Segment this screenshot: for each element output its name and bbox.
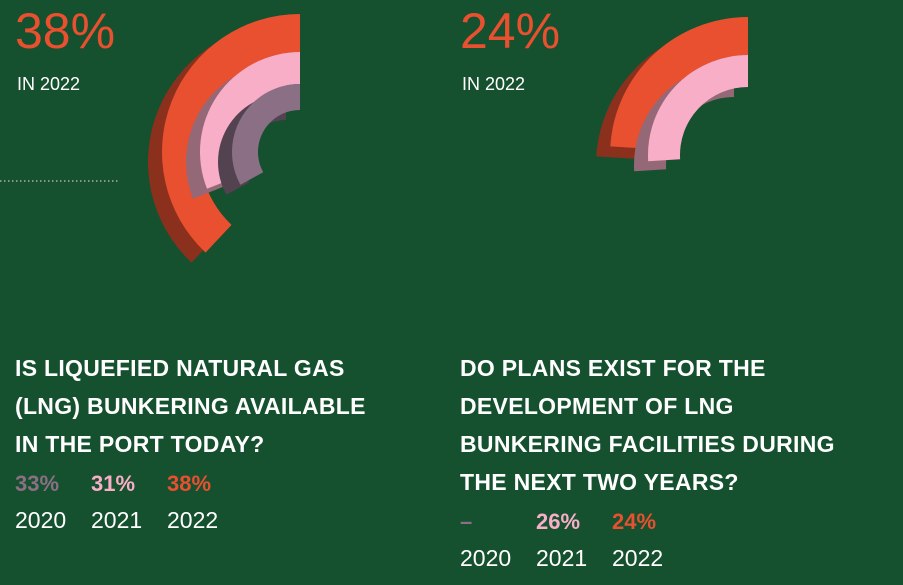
value-label: 31% — [91, 471, 136, 496]
year-label: 2020 — [460, 545, 512, 571]
value-label: 26% — [536, 509, 581, 534]
year-label: 2022 — [167, 507, 219, 533]
question-line: (LNG) BUNKERING AVAILABLE — [15, 393, 366, 419]
year-label: 2022 — [612, 545, 664, 571]
arc — [232, 84, 300, 185]
question-line: IN THE PORT TODAY? — [15, 431, 265, 457]
headline-note: IN 2022 — [462, 74, 526, 94]
year-label: 2021 — [536, 545, 588, 571]
arc — [610, 17, 748, 149]
question-line: THE NEXT TWO YEARS? — [460, 469, 739, 495]
value-label: 38% — [167, 471, 212, 496]
value-label: 24% — [612, 509, 657, 534]
value-label: 33% — [15, 471, 60, 496]
question-line: DEVELOPMENT OF LNG — [460, 393, 734, 419]
question-line: DO PLANS EXIST FOR THE — [460, 355, 766, 381]
question-line: BUNKERING FACILITIES DURING — [460, 431, 835, 457]
headline: 38% — [15, 3, 116, 59]
question-line: IS LIQUEFIED NATURAL GAS — [15, 355, 345, 381]
headline-note: IN 2022 — [17, 74, 81, 94]
year-label: 2020 — [15, 507, 67, 533]
arc — [648, 55, 748, 162]
year-label: 2021 — [91, 507, 143, 533]
headline: 24% — [460, 3, 561, 59]
value-label: – — [460, 509, 473, 534]
